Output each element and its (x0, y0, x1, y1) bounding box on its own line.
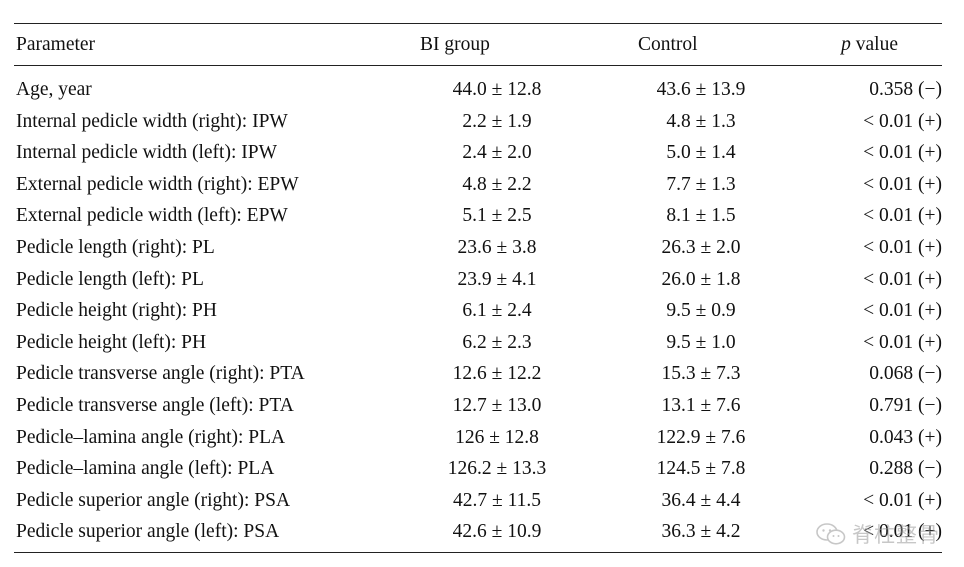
cell-p-value: < 0.01 (+) (863, 205, 942, 227)
cell-parameter: Age, year (16, 79, 92, 100)
cell-parameter: Pedicle–lamina angle (left): PLA (16, 458, 275, 480)
cell-bi-group: 6.1 ± 2.4 (462, 300, 532, 322)
cell-p-value: 0.791 (−) (869, 394, 942, 416)
cell-p-value: < 0.01 (+) (863, 268, 942, 290)
header-p-italic: p (841, 34, 851, 55)
cell-p-value: 0.288 (−) (869, 458, 942, 480)
cell-parameter: External pedicle width (right): EPW (16, 173, 299, 195)
cell-control: 7.7 ± 1.3 (666, 173, 736, 195)
cell-p-value: < 0.01 (+) (863, 142, 942, 164)
cell-p-value: 0.043 (+) (869, 426, 942, 448)
header-p-value: p value (841, 24, 898, 65)
table-header-row: Parameter BI group Control p value (14, 24, 942, 65)
cell-bi-group: 42.6 ± 10.9 (452, 521, 542, 543)
cell-control: 9.5 ± 0.9 (666, 300, 736, 322)
table-row: Pedicle superior angle (left): PSA 42.6 ±… (14, 516, 942, 548)
watermark: 脊柱整骨 (816, 519, 940, 549)
cell-parameter: Pedicle transverse angle (right): PTA (16, 363, 305, 385)
cell-control: 5.0 ± 1.4 (666, 142, 736, 164)
cell-bi-group: 23.9 ± 4.1 (457, 268, 537, 290)
cell-parameter: Pedicle height (left): PH (16, 331, 207, 353)
table-row: Pedicle–lamina angle (left): PLA 126.2 ± … (14, 453, 942, 485)
cell-parameter: Internal pedicle width (left): IPW (16, 142, 277, 164)
cell-bi-group: 23.6 ± 3.8 (457, 236, 537, 258)
cell-bi-group: 12.6 ± 12.2 (452, 363, 542, 385)
cell-p-value: < 0.01 (+) (863, 110, 942, 132)
table-row: Pedicle length (left): PL 23.9 ± 4.1 26.0 … (14, 264, 942, 296)
cell-p-value: < 0.01 (+) (863, 236, 942, 258)
top-rule (14, 23, 942, 24)
header-parameter: Parameter (16, 34, 96, 55)
cell-parameter: Internal pedicle width (right): IPW (16, 110, 288, 132)
cell-bi-group: 44.0 ± 12.8 (452, 79, 542, 100)
cell-parameter: External pedicle width (left): EPW (16, 205, 288, 227)
table-body: Age, year 44.0 ± 12.8 43.6 ± 13.9 0.358 (−)… (14, 66, 942, 552)
cell-p-value: < 0.01 (+) (863, 489, 942, 511)
watermark-text: 脊柱整骨 (852, 523, 940, 547)
cell-parameter: Pedicle length (left): PL (16, 268, 204, 290)
header-p-rest: value (850, 34, 898, 55)
table-row: Pedicle height (right): PH 6.1 ± 2.4 9.5 ±… (14, 295, 942, 327)
cell-control: 15.3 ± 7.3 (661, 363, 741, 385)
cell-p-value: < 0.01 (+) (863, 300, 942, 322)
header-bi-group: BI group (420, 34, 490, 55)
cell-control: 36.4 ± 4.4 (661, 489, 741, 511)
table-row: Pedicle length (right): PL 23.6 ± 3.8 26.3… (14, 232, 942, 264)
table-row: Pedicle–lamina angle (right): PLA 126 ± 1… (14, 422, 942, 454)
cell-p-value: < 0.01 (+) (863, 173, 942, 195)
header-control: Control (638, 34, 698, 55)
cell-bi-group: 2.2 ± 1.9 (462, 110, 532, 132)
bottom-rule (14, 551, 942, 553)
cell-bi-group: 2.4 ± 2.0 (462, 142, 532, 164)
cell-parameter: Pedicle height (right): PH (16, 300, 217, 322)
cell-control: 36.3 ± 4.2 (661, 521, 741, 543)
cell-p-value: 0.068 (−) (869, 363, 942, 385)
cell-control: 4.8 ± 1.3 (666, 110, 736, 132)
cell-bi-group: 126 ± 12.8 (455, 426, 539, 448)
cell-bi-group: 12.7 ± 13.0 (452, 394, 542, 416)
table-row: External pedicle width (right): EPW 4.8 ±… (14, 169, 942, 201)
cell-control: 124.5 ± 7.8 (656, 458, 746, 480)
cell-control: 26.3 ± 2.0 (661, 236, 741, 258)
table-row: Pedicle transverse angle (left): PTA 12.7… (14, 390, 942, 422)
cell-p-value: < 0.01 (+) (863, 331, 942, 353)
cell-bi-group: 42.7 ± 11.5 (453, 489, 541, 511)
header-rule (14, 65, 942, 66)
cell-bi-group: 5.1 ± 2.5 (462, 205, 532, 227)
table-row: External pedicle width (left): EPW 5.1 ± … (14, 200, 942, 232)
cell-parameter: Pedicle–lamina angle (right): PLA (16, 426, 286, 448)
cell-control: 26.0 ± 1.8 (661, 268, 741, 290)
cell-p-value: 0.358 (−) (869, 79, 942, 100)
cell-control: 13.1 ± 7.6 (661, 394, 741, 416)
cell-control: 9.5 ± 1.0 (666, 331, 736, 353)
cell-bi-group: 4.8 ± 2.2 (462, 173, 532, 195)
table-row: Internal pedicle width (left): IPW 2.4 ± … (14, 137, 942, 169)
table-row: Pedicle superior angle (right): PSA 42.7 … (14, 485, 942, 517)
cell-bi-group: 6.2 ± 2.3 (462, 331, 532, 353)
cell-control: 8.1 ± 1.5 (666, 205, 736, 227)
cell-parameter: Pedicle superior angle (right): PSA (16, 489, 291, 511)
cell-p-value: < 0.01 (+) (863, 521, 942, 543)
cell-control: 122.9 ± 7.6 (656, 426, 746, 448)
table-row: Internal pedicle width (right): IPW 2.2 ±… (14, 106, 942, 138)
cell-parameter: Pedicle superior angle (left): PSA (16, 521, 280, 543)
table-row: Pedicle height (left): PH 6.2 ± 2.3 9.5 ± … (14, 327, 942, 359)
cell-parameter: Pedicle transverse angle (left): PTA (16, 394, 294, 416)
data-table: Parameter BI group Control p value Age, … (14, 23, 942, 553)
table-row: Age, year 44.0 ± 12.8 43.6 ± 13.9 0.358 (−) (14, 74, 942, 106)
cell-control: 43.6 ± 13.9 (656, 79, 746, 100)
table-row: Pedicle transverse angle (right): PTA 12.… (14, 358, 942, 390)
cell-bi-group: 126.2 ± 13.3 (447, 458, 547, 480)
wechat-icon (816, 523, 846, 545)
cell-parameter: Pedicle length (right): PL (16, 236, 215, 258)
